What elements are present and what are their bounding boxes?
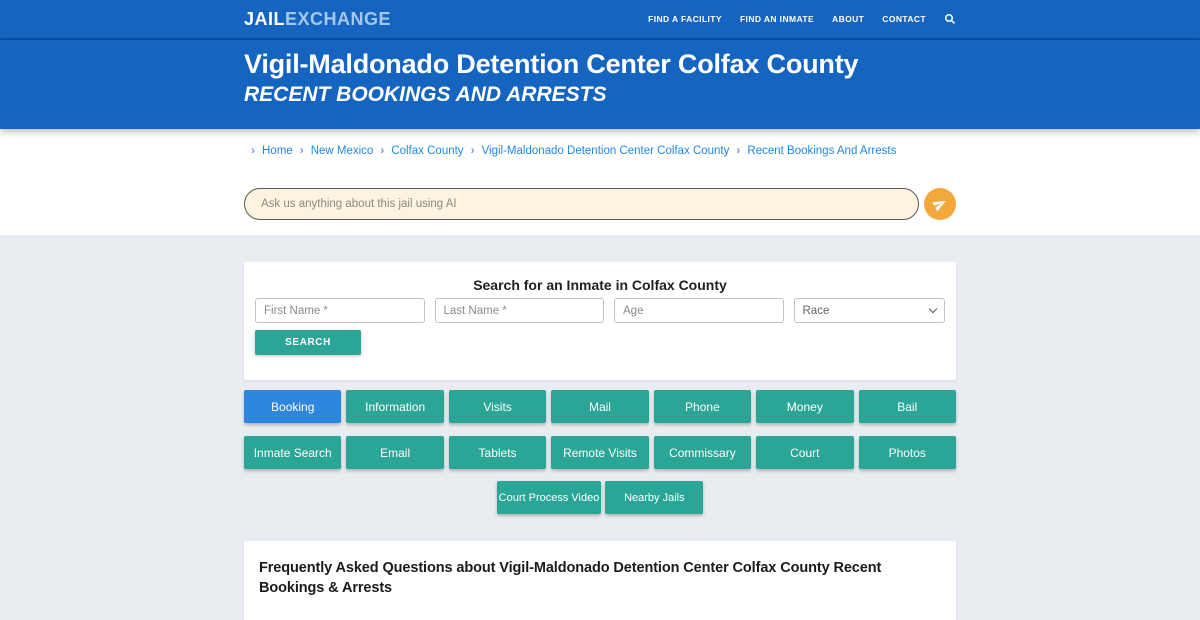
faq-card: Frequently Asked Questions about Vigil-M… (244, 541, 956, 620)
quick-link-button[interactable]: Visits (448, 390, 547, 423)
quick-link-button[interactable]: Nearby Jails (605, 481, 704, 514)
breadcrumb-link[interactable]: Recent Bookings And Arrests (729, 145, 896, 157)
top-nav-bar: JAILEXCHANGE FIND A FACILITY FIND AN INMA… (0, 0, 1200, 40)
breadcrumb-link[interactable]: Home (244, 145, 293, 157)
breadcrumb-link[interactable]: Colfax County (373, 145, 463, 157)
ai-send-button[interactable] (924, 188, 956, 220)
quick-links-row-3: Court Process Video Nearby Jails (244, 481, 956, 514)
page-subtitle: RECENT BOOKINGS AND ARRESTS (244, 83, 607, 106)
last-name-input[interactable] (434, 298, 604, 323)
quick-link-button[interactable]: Remote Visits (551, 436, 649, 469)
age-input[interactable] (614, 298, 784, 323)
send-paper-plane-icon (932, 200, 946, 212)
quick-links-row-1: Booking Information Visits Mail Phone Money Ba… (244, 390, 956, 423)
breadcrumb-link[interactable]: New Mexico (293, 145, 374, 157)
quick-link-button[interactable]: Email (346, 436, 444, 469)
quick-link-button[interactable]: Booking (244, 390, 342, 423)
hero-banner: Vigil-Maldonado Detention Center Colfax … (0, 40, 1200, 129)
quick-link-button[interactable]: Court (756, 436, 854, 469)
search-button[interactable]: SEARCH (255, 330, 361, 355)
breadcrumb: HomeNew MexicoColfax CountyVigil-Maldona… (244, 142, 956, 159)
quick-links-row-2: Inmate Search Email Tablets Remote Visits Co… (244, 436, 956, 469)
logo-exchange-text: EXCHANGE (285, 8, 392, 29)
race-select[interactable]: Race (793, 298, 945, 323)
nav-link[interactable]: FIND AN INMATE (739, 14, 815, 24)
quick-link-button[interactable]: Bail (858, 390, 956, 423)
logo[interactable]: JAILEXCHANGE (244, 9, 391, 30)
inmate-search-title: Search for an Inmate in Colfax County (473, 277, 727, 293)
quick-link-button[interactable]: Mail (551, 390, 649, 423)
quick-link-button[interactable]: Photos (858, 436, 956, 469)
breadcrumb-and-ask-section: HomeNew MexicoColfax CountyVigil-Maldona… (0, 129, 1200, 235)
logo-jail-text: JAIL (244, 8, 286, 29)
page-title: Vigil-Maldonado Detention Center Colfax … (244, 49, 859, 79)
nav-link[interactable]: CONTACT (882, 14, 926, 24)
nav-search-button[interactable] (944, 13, 956, 25)
nav-link[interactable]: FIND A FACILITY (648, 14, 722, 24)
inmate-search-card: Search for an Inmate in Colfax County Ra… (244, 262, 956, 380)
quick-link-button[interactable]: Money (756, 390, 854, 423)
main-content-area: Search for an Inmate in Colfax County Ra… (0, 235, 1200, 620)
search-icon (945, 14, 956, 25)
faq-heading: Frequently Asked Questions about Vigil-M… (259, 560, 882, 596)
ai-ask-bar (244, 188, 956, 220)
quick-link-button[interactable]: Inmate Search (244, 436, 342, 469)
inmate-search-fields: Race (255, 298, 945, 323)
ai-question-input[interactable] (244, 188, 919, 220)
first-name-input[interactable] (255, 298, 425, 323)
race-select-wrap: Race (793, 298, 945, 323)
quick-link-button[interactable]: Information (346, 390, 444, 423)
breadcrumb-link[interactable]: Vigil-Maldonado Detention Center Colfax … (464, 145, 730, 157)
primary-nav: FIND A FACILITY FIND AN INMATE ABOUT CONTAC… (648, 14, 926, 24)
nav-link[interactable]: ABOUT (832, 14, 865, 24)
quick-link-button[interactable]: Tablets (448, 436, 547, 469)
quick-link-button[interactable]: Commissary (653, 436, 752, 469)
quick-link-button[interactable]: Phone (653, 390, 752, 423)
quick-link-button[interactable]: Court Process Video (496, 481, 602, 514)
